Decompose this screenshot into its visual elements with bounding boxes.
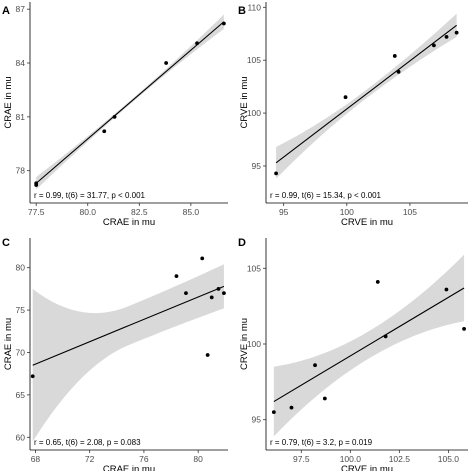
panel-a-x-tick-label-3: 85.0 — [183, 207, 200, 217]
panel-d-y-label: CRVE in mu — [239, 318, 250, 370]
panel-d-fit-line — [273, 287, 465, 403]
panel-d-stats-annotation: r = 0.79, t(6) = 3.2, p = 0.019 — [270, 438, 373, 447]
panel-b-point-1 — [343, 95, 348, 100]
panel-c-letter: C — [2, 237, 10, 249]
panel-a-x-tick-label-1: 80.0 — [79, 207, 96, 217]
panel-c-x-tick-label-1: 72 — [85, 454, 95, 464]
panel-c-y-tick-label-0: 60 — [16, 432, 26, 442]
panel-b-y-tick-label-3: 110 — [247, 2, 261, 12]
panel-c-point-7 — [222, 291, 226, 296]
panel-b-stats-annotation: r = 0.99, t(6) = 15.34, p < 0.001 — [270, 191, 382, 200]
panel-d-x-tick-label-1: 100.0 — [340, 454, 362, 464]
panel-d-x-tick-label-3: 105.0 — [438, 454, 460, 464]
panel-b-point-6 — [454, 30, 459, 35]
panel-b-point-2 — [392, 54, 397, 58]
panel-a-y-tick-label-3: 87 — [16, 4, 26, 14]
panel-c-point-1 — [174, 274, 179, 279]
panel-a-fit-line — [35, 21, 225, 184]
panel-b-confidence-band — [276, 13, 457, 179]
panel-c-y-tick-label-2: 70 — [16, 347, 26, 357]
panel-c-y-tick-label-4: 80 — [16, 263, 26, 273]
panel-d-confidence-band — [273, 254, 465, 437]
panel-a-point-2 — [102, 129, 107, 134]
panel-a-point-4 — [164, 61, 169, 65]
panel-b-y-tick-label-0: 95 — [252, 161, 262, 171]
panel-d: D 97.5 100.0 102.5 105.0 95 100 105 CRVE in mu C… — [238, 237, 468, 471]
panel-d-y-tick-label-0: 95 — [252, 415, 262, 425]
panel-b-y-label: CRVE in mu — [239, 76, 250, 128]
panel-b-x-tick-label-0: 95 — [279, 207, 289, 217]
panel-a-x-tick-label-0: 77.5 — [28, 207, 45, 217]
panel-d-point-7 — [462, 326, 466, 331]
panel-c-point-6 — [216, 286, 221, 291]
panel-a-y-tick-label-1: 81 — [16, 112, 26, 122]
panel-a-point-5 — [195, 41, 199, 46]
panel-c-x-tick-label-2: 76 — [139, 454, 149, 464]
panel-c-point-0 — [30, 374, 35, 379]
panel-d-letter: D — [238, 237, 246, 249]
panel-b: B 95 100 105 95 100 105 110 CRVE in mu CRVE in m… — [238, 2, 468, 228]
panel-d-y-tick-label-2: 105 — [247, 263, 261, 273]
panel-d-point-1 — [289, 405, 294, 410]
panel-b-point-5 — [444, 35, 449, 39]
panel-b-point-4 — [432, 43, 436, 48]
panel-b-x-tick-label-2: 105 — [403, 207, 417, 217]
panel-a-y-tick-label-2: 84 — [16, 58, 26, 68]
panel-d-point-0 — [271, 410, 276, 415]
panel-c-y-tick-label-1: 65 — [16, 390, 26, 400]
panel-b-y-tick-label-1: 100 — [247, 108, 261, 118]
panel-c-point-5 — [209, 295, 214, 300]
panel-c-x-tick-label-3: 80 — [193, 454, 203, 464]
panel-d-point-6 — [444, 287, 449, 292]
panel-d-point-2 — [313, 363, 317, 368]
panel-b-letter: B — [238, 5, 246, 17]
panel-a-point-6 — [221, 21, 226, 26]
panel-a-point-1 — [34, 183, 39, 187]
panel-c-x-label: CRAE in mu — [103, 464, 155, 471]
panel-d-point-4 — [375, 280, 380, 284]
panel-b-fit-line — [275, 24, 457, 164]
panel-a-x-tick-label-2: 82.5 — [131, 207, 148, 217]
panel-b-point-0 — [274, 171, 278, 176]
panel-d-x-label: CRVE in mu — [341, 464, 393, 471]
panel-b-x-tick-label-1: 100 — [340, 207, 354, 217]
panel-c-confidence-band — [32, 264, 224, 442]
panel-d-point-5 — [383, 334, 388, 339]
panel-c-point-4 — [205, 353, 210, 357]
panel-c-fit-line — [32, 285, 225, 366]
panel-a: A 77.5 80.0 82.5 85.0 78 81 84 87 CRAE in mu CRAE… — [2, 2, 228, 228]
panel-c-point-3 — [200, 256, 205, 261]
panel-c-x-tick-label-0: 68 — [31, 454, 41, 464]
panel-a-point-3 — [112, 114, 117, 119]
panel-a-y-tick-label-0: 78 — [16, 166, 26, 176]
panel-d-x-tick-label-0: 97.5 — [293, 454, 310, 464]
panel-d-point-3 — [322, 396, 327, 401]
panel-d-x-tick-label-2: 102.5 — [389, 454, 411, 464]
panel-a-y-label: CRAE in mu — [3, 76, 14, 128]
panel-b-point-3 — [396, 69, 401, 74]
panel-c-y-tick-label-3: 75 — [16, 305, 26, 315]
panel-c-stats-annotation: r = 0.65, t(6) = 2.08, p = 0.083 — [34, 438, 141, 447]
panel-b-y-tick-label-2: 105 — [247, 55, 261, 65]
panel-c: C 68 72 76 80 60 65 70 75 80 CRAE in mu CRAE in mu… — [2, 237, 228, 471]
panel-d-y-tick-label-1: 100 — [247, 339, 261, 349]
panel-c-y-label: CRAE in mu — [3, 318, 14, 370]
panel-b-x-label: CRVE in mu — [341, 217, 393, 228]
panel-a-letter: A — [2, 5, 10, 17]
panel-a-x-label: CRAE in mu — [103, 217, 155, 228]
panel-c-point-2 — [184, 291, 188, 296]
panel-a-stats-annotation: r = 0.99, t(6) = 31.77, p < 0.001 — [34, 191, 146, 200]
